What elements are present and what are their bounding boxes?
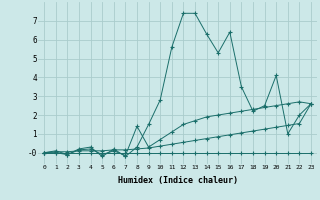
X-axis label: Humidex (Indice chaleur): Humidex (Indice chaleur): [118, 176, 238, 185]
